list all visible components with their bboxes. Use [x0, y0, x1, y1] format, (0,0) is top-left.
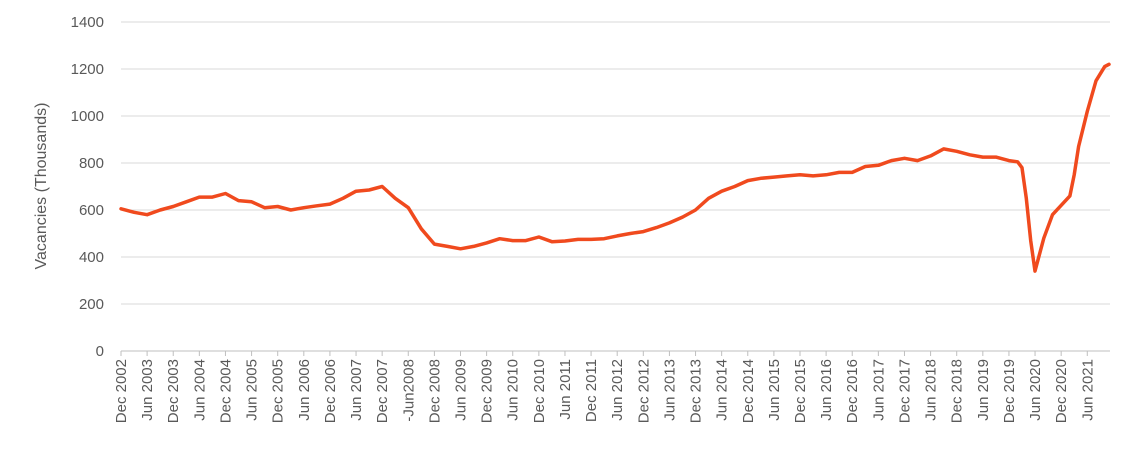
x-tick-label: Dec 2007	[374, 359, 391, 423]
x-tick-label: Dec 2012	[635, 359, 652, 423]
y-tick-label: 1400	[71, 14, 104, 31]
y-tick-label: 800	[79, 155, 104, 172]
x-tick-label: Dec 2008	[426, 359, 443, 423]
x-tick-label: Jun 2007	[348, 359, 365, 421]
y-tick-label: 600	[79, 202, 104, 219]
x-tick-label: Jun 2004	[191, 359, 208, 421]
x-tick-label: -Jun2008	[400, 359, 417, 422]
x-tick-label: Dec 2017	[896, 359, 913, 423]
x-tick-label: Jun 2018	[923, 359, 940, 421]
x-tick-label: Jun 2005	[244, 359, 261, 421]
x-tick-label: Dec 2006	[322, 359, 339, 423]
x-tick-label: Dec 2016	[844, 359, 861, 423]
x-tick-label: Dec 2015	[792, 359, 809, 423]
x-tick-label: Dec 2004	[217, 359, 234, 423]
x-tick-label: Dec 2009	[479, 359, 496, 423]
x-tick-label: Jun 2017	[870, 359, 887, 421]
x-tick-label: Jun 2016	[818, 359, 835, 421]
y-tick-label: 1200	[71, 61, 104, 78]
y-tick-label: 400	[79, 249, 104, 266]
x-tick-label: Dec 2011	[583, 359, 600, 422]
x-tick-label: Jun 2014	[714, 359, 731, 421]
y-tick-label: 1000	[71, 108, 104, 125]
x-tick-label: Dec 2013	[688, 359, 705, 423]
x-tick-label: Jun 2020	[1027, 359, 1044, 421]
x-tick-label: Jun 2021	[1079, 359, 1096, 421]
x-tick-label: Jun 2010	[505, 359, 522, 421]
x-tick-label: Jun 2006	[296, 359, 313, 421]
gridlines	[121, 21, 1110, 305]
x-axis-ticks: Dec 2002 Jun 2003 Dec 2003 Jun 2004 Dec 2004…	[113, 351, 1096, 423]
x-tick-label: Jun 2009	[453, 359, 470, 421]
x-tick-label: Dec 2014	[740, 359, 757, 423]
x-tick-label: Dec 2005	[270, 359, 287, 423]
y-axis-ticks: 0 200 400 600 800 1000 1200 1400	[71, 14, 104, 360]
x-tick-label: Jun 2003	[139, 359, 156, 421]
x-tick-label: Dec 2019	[1001, 359, 1018, 423]
x-tick-label: Dec 2002	[113, 359, 130, 423]
series-line-vacancies	[119, 62, 1111, 273]
x-tick-label: Dec 2018	[949, 359, 966, 423]
y-tick-label: 0	[96, 343, 104, 360]
x-tick-label: Dec 2010	[531, 359, 548, 423]
y-axis-title: Vacancies (Thousands)	[33, 103, 50, 270]
x-tick-label: Jun 2019	[975, 359, 992, 421]
x-tick-label: Jun 2013	[661, 359, 678, 421]
x-tick-label: Dec 2020	[1053, 359, 1070, 423]
x-tick-label: Dec 2003	[165, 359, 182, 423]
x-tick-label: Jun 2011	[557, 359, 574, 420]
x-tick-label: Jun 2012	[609, 359, 626, 421]
x-tick-label: Jun 2015	[766, 359, 783, 421]
y-tick-label: 200	[79, 296, 104, 313]
